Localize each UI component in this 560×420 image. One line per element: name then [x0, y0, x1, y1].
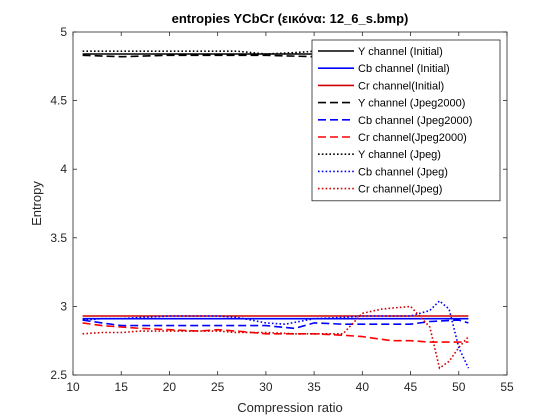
x-tick-label: 15: [115, 380, 129, 394]
series-line-5: [82, 319, 469, 330]
legend-entry-label: Cb channel (Jpeg2000): [358, 115, 472, 127]
y-tick-label: 3.5: [50, 231, 67, 245]
y-axis-label: Entropy: [29, 181, 44, 226]
x-tick-label: 55: [500, 380, 514, 394]
series-layer: [82, 50, 470, 370]
legend-entry-label: Y channel (Jpeg): [358, 149, 441, 161]
x-tick-label: 50: [452, 380, 466, 394]
x-tick-label: 45: [404, 380, 418, 394]
legend: Y channel (Initial) Cb channel (Initial) C…: [311, 39, 501, 202]
plot-frame: [72, 31, 508, 376]
y-tick-label: 4: [60, 162, 67, 176]
x-tick-label: 40: [356, 380, 370, 394]
y-tick-label: 4.5: [50, 94, 67, 108]
series-line-4: [82, 54, 469, 58]
legend-entry-label: Cb channel (Initial): [358, 63, 450, 75]
legend-entry-label: Y channel (Initial): [358, 46, 443, 58]
legend-entry-label: Cr channel(Initial): [358, 80, 444, 92]
y-tick-label: 2.5: [50, 368, 67, 382]
x-tick-label: 20: [163, 380, 177, 394]
chart-title: entropies YCbCr (εικόνα: 12_6_s.bmp): [172, 11, 409, 26]
y-tick-label: 3: [60, 299, 67, 313]
series-line-7: [82, 50, 469, 55]
legend-entry-label: Cb channel (Jpeg): [358, 166, 448, 178]
legend-entry-label: Y channel (Jpeg2000): [358, 98, 465, 110]
y-tick-label: 5: [60, 25, 67, 39]
x-tick-label: 35: [307, 380, 321, 394]
x-tick-label: 30: [259, 380, 273, 394]
x-tick-label: 25: [211, 380, 225, 394]
x-axis-label: Compression ratio: [237, 400, 343, 415]
legend-entry-label: Cr channel(Jpeg2000): [358, 132, 467, 144]
legend-entry-label: Cr channel(Jpeg): [358, 184, 442, 196]
y-axis-ticks: 2.5 3 3.5 4 4.5 5: [50, 25, 507, 382]
x-tick-label: 10: [66, 380, 80, 394]
series-line-8: [82, 299, 470, 369]
x-axis-ticks: 10 15 20 25 30 35 40 45 50 55: [66, 32, 514, 394]
